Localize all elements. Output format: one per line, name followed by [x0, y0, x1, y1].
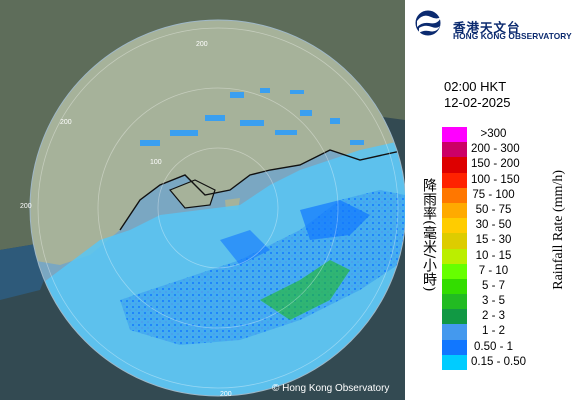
legend-row: 50 - 75	[442, 202, 512, 219]
lantau-coastline	[169, 179, 216, 209]
legend-swatch	[442, 233, 467, 249]
legend-label: 3 - 5	[481, 295, 505, 308]
legend-swatch	[442, 294, 467, 310]
legend-swatch	[442, 218, 467, 234]
rain-cell	[300, 200, 370, 240]
legend-row: 1 - 2	[442, 324, 512, 340]
legend-label: 200 - 300	[471, 143, 520, 156]
logo-chinese: 香港天文台	[453, 20, 521, 35]
legend-row: 150 - 200	[442, 157, 520, 173]
legend-swatch	[442, 263, 467, 279]
legend-label: 1 - 2	[481, 325, 505, 338]
range-label: 200	[20, 203, 32, 210]
legend-title-english: Rainfall Rate (mm/h)	[551, 170, 566, 290]
legend-panel: 香港天文台 HONG KONG OBSERVATORY 02:00 HKT 12…	[405, 0, 577, 400]
legend-row: 5 - 7	[442, 278, 512, 295]
legend-swatch	[442, 127, 467, 143]
legend-row: 2 - 3	[442, 309, 512, 325]
hko-logo-icon	[414, 9, 442, 37]
legend-swatch	[442, 172, 467, 188]
radar-range-boundary	[29, 19, 405, 397]
coastline	[119, 149, 405, 231]
legend-swatch	[442, 187, 467, 203]
legend-swatch	[442, 324, 467, 340]
legend-swatch	[442, 248, 467, 264]
legend-row: 7 - 10	[442, 263, 512, 279]
legend-row: 100 - 150	[442, 172, 520, 188]
legend-swatch	[442, 157, 467, 173]
range-label: 200	[60, 119, 72, 126]
rainfall-legend: >300 200 - 300 150 - 200 100 - 150 75 - 100 5…	[442, 127, 526, 370]
range-rings	[37, 27, 399, 389]
legend-swatch	[442, 142, 467, 158]
rain-area-light	[30, 140, 405, 396]
land-in-range	[30, 20, 405, 265]
legend-swatch	[442, 339, 467, 355]
legend-title-chinese: 降雨率(毫米/小時)	[421, 178, 437, 292]
legend-label: 5 - 7	[481, 279, 505, 292]
legend-swatch	[442, 309, 467, 325]
legend-label: 100 - 150	[471, 173, 520, 186]
legend-label: 7 - 10	[478, 264, 509, 277]
rain-cell	[220, 230, 270, 265]
radar-map: 200 200 200 200 100	[0, 0, 405, 400]
radar-date: 12-02-2025	[444, 95, 511, 110]
legend-label: 150 - 200	[471, 158, 520, 171]
rain-cell-heavy	[260, 260, 350, 320]
range-label: 200	[196, 41, 208, 48]
radar-time: 02:00 HKT	[444, 79, 507, 94]
legend-label: 75 - 100	[472, 188, 515, 201]
range-label: 200	[220, 391, 232, 398]
hko-logo: 香港天文台 HONG KONG OBSERVATORY	[411, 8, 573, 41]
legend-row: 75 - 100	[442, 187, 515, 203]
legend-label: 50 - 75	[475, 203, 512, 216]
legend-row: >300	[442, 127, 512, 143]
legend-swatch	[442, 354, 467, 370]
legend-row: 15 - 30	[442, 233, 512, 249]
legend-row: 0.50 - 1	[442, 339, 513, 355]
legend-label: 2 - 3	[481, 310, 505, 323]
legend-label: 15 - 30	[475, 234, 512, 247]
lantau-island	[170, 180, 215, 208]
legend-label: 30 - 50	[475, 219, 512, 232]
logo-english: HONG KONG OBSERVATORY	[453, 31, 572, 41]
legend-row: 200 - 300	[442, 142, 520, 158]
legend-row: 0.15 - 0.50	[442, 354, 526, 370]
legend-row: 30 - 50	[442, 218, 512, 234]
copyright-text: © Hong Kong Observatory	[272, 383, 390, 394]
rain-echoes-north	[140, 88, 364, 146]
legend-label: 10 - 15	[475, 249, 512, 262]
legend-swatch	[442, 278, 467, 295]
legend-label: >300	[480, 128, 507, 140]
legend-row: 10 - 15	[442, 248, 512, 264]
legend-label: 0.15 - 0.50	[471, 355, 526, 368]
range-label: 100	[150, 159, 162, 166]
legend-row: 3 - 5	[442, 294, 512, 310]
legend-swatch	[442, 202, 467, 219]
legend-label: 0.50 - 1	[474, 340, 513, 353]
